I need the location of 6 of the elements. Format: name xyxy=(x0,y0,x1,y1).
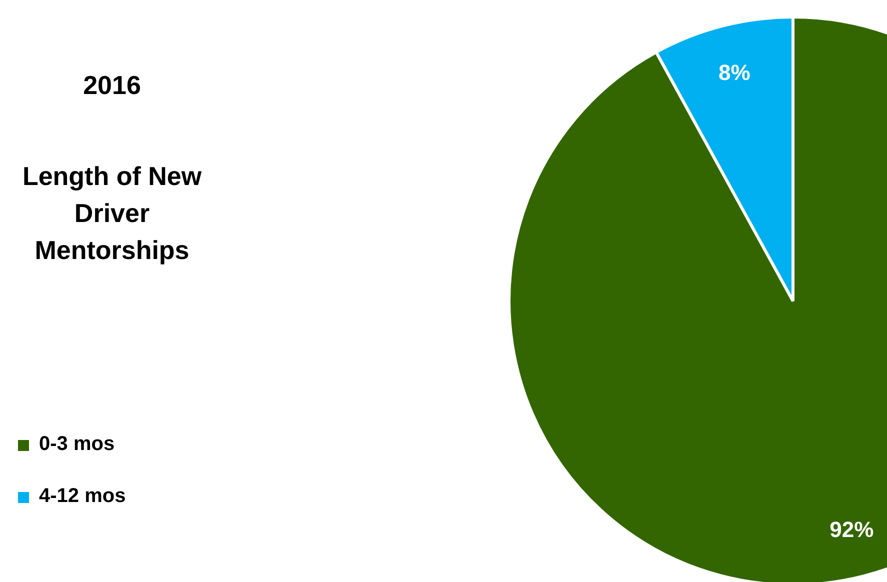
legend-label: 4-12 mos xyxy=(39,485,126,507)
data-label: 8% xyxy=(718,60,750,86)
data-label: 92% xyxy=(830,516,874,542)
text: Length of New Driver Mentorships xyxy=(21,160,203,267)
legend-label: 0-3 mos xyxy=(39,433,115,455)
text: 2016 xyxy=(82,70,142,101)
